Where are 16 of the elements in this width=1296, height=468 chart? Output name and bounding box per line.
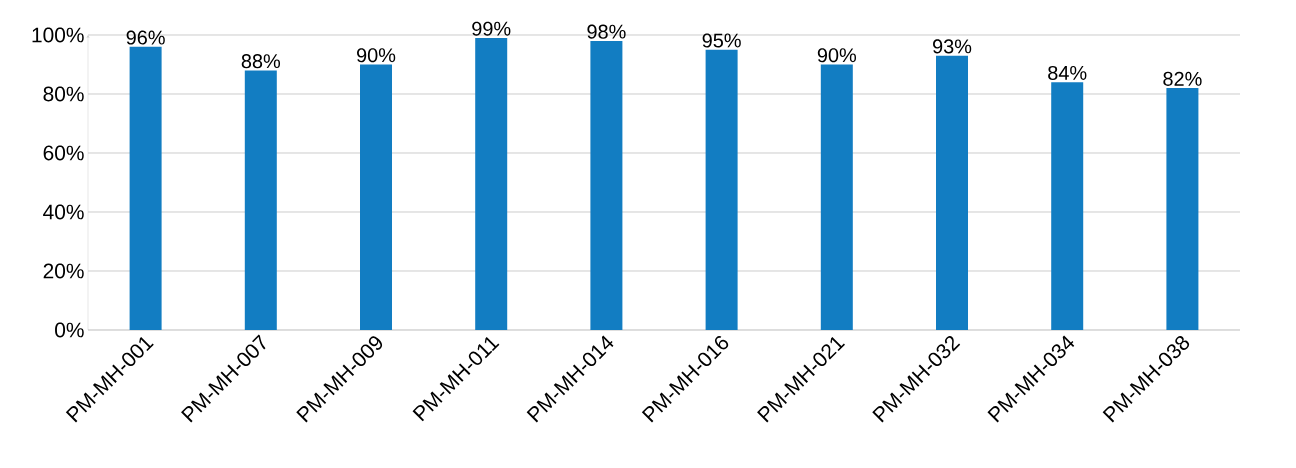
y-tick-label: 80% — [43, 86, 84, 102]
y-tick-label: 60% — [43, 145, 84, 161]
data-label: 84% — [1048, 65, 1087, 80]
data-label: 90% — [357, 48, 396, 63]
data-label: 98% — [587, 24, 626, 39]
data-label: 95% — [702, 33, 741, 48]
y-tick-label: 0% — [55, 322, 84, 338]
data-label: 93% — [933, 39, 972, 54]
data-label: 99% — [472, 21, 511, 36]
y-tick-label: 40% — [43, 204, 84, 220]
data-label: 88% — [241, 54, 281, 69]
y-tick-label: 100% — [32, 27, 84, 43]
y-tick-label: 20% — [43, 263, 84, 279]
data-label: 82% — [1163, 71, 1202, 86]
data-label: 96% — [126, 30, 165, 45]
data-label: 90% — [817, 48, 857, 63]
